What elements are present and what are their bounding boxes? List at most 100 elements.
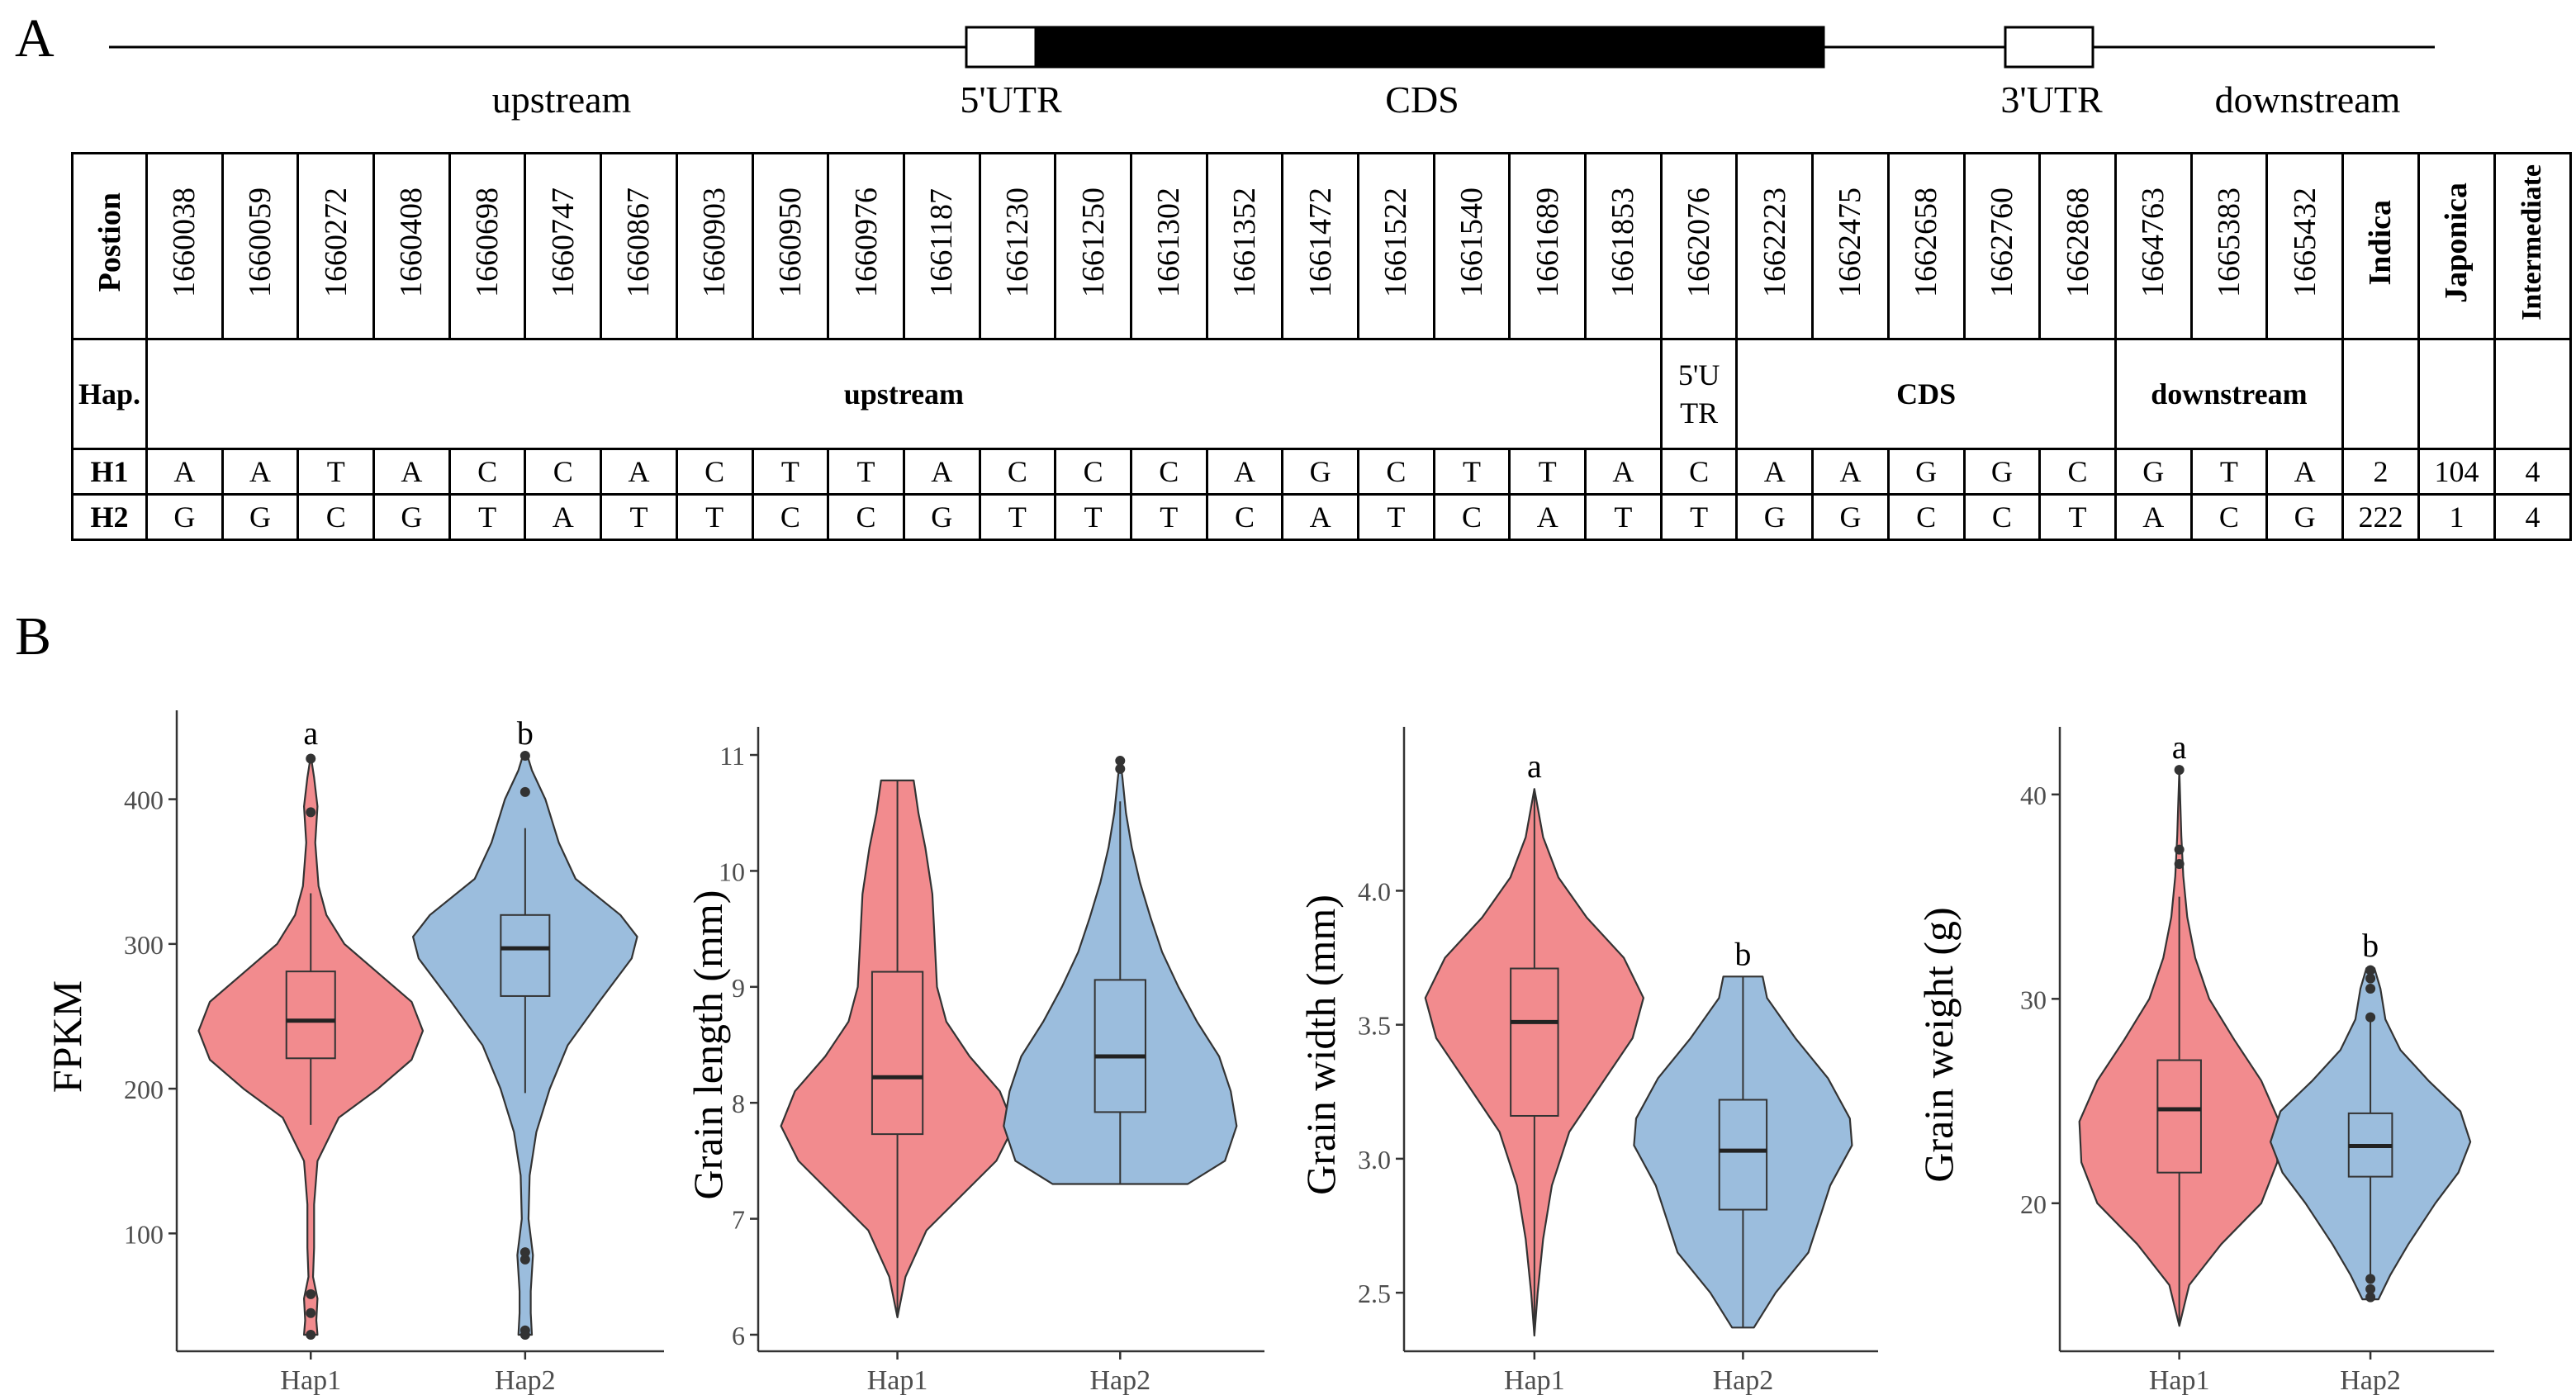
allele-cell: A	[221, 448, 300, 496]
position-cell: 1660408	[372, 152, 451, 340]
x-tick-label: Hap2	[495, 1365, 556, 1396]
allele-cell: A	[1584, 448, 1663, 496]
allele-cell: G	[1735, 493, 1815, 541]
allele-cell: C	[827, 493, 905, 541]
outlier-point	[519, 1325, 530, 1336]
position-cell: 1662760	[1962, 152, 2042, 340]
significance-letter: a	[303, 714, 318, 752]
allele-cell: T	[978, 493, 1057, 541]
haplotype-name: H2	[71, 493, 148, 541]
allele-cell: C	[1659, 448, 1739, 496]
allele-cell: G	[1962, 448, 2042, 496]
allele-cell: G	[1886, 448, 1966, 496]
outlier-point	[2365, 1292, 2376, 1303]
region-5utr-text: 5'U TR	[1677, 358, 1720, 429]
position-cell: 1661689	[1508, 152, 1587, 340]
allele-cell: T	[1129, 493, 1208, 541]
y-tick-label: 30	[2020, 985, 2047, 1014]
y-tick-label: 9	[732, 973, 745, 1003]
box-hap2	[500, 914, 551, 997]
upstream-label: upstream	[491, 78, 632, 121]
significance-letter: b	[2362, 927, 2379, 964]
haplotype-name: H1	[71, 448, 148, 496]
significance-letter: a	[2172, 728, 2187, 766]
allele-cell: G	[902, 493, 981, 541]
box-hap1	[285, 971, 336, 1060]
position-cell: 1664763	[2113, 152, 2193, 340]
outlier-point	[306, 807, 316, 818]
position-header: Postion	[71, 152, 148, 340]
x-tick-label: Hap2	[1713, 1365, 1774, 1396]
allele-cell: C	[1129, 448, 1208, 496]
position-cell: 1661302	[1129, 152, 1208, 340]
allele-cell: C	[524, 448, 603, 496]
position-cell: 1662223	[1735, 152, 1815, 340]
allele-cell: A	[372, 448, 451, 496]
outlier-point	[519, 1254, 530, 1265]
significance-letter: b	[517, 714, 534, 752]
position-cell: 1660698	[448, 152, 527, 340]
outlier-point	[2174, 859, 2185, 869]
x-tick-label: Hap1	[2149, 1365, 2210, 1396]
outlier-point	[306, 1288, 316, 1299]
position-cell: 1661187	[902, 152, 981, 340]
allele-cell: T	[297, 448, 376, 496]
y-tick-label: 300	[124, 930, 164, 960]
group-header: Indica	[2341, 152, 2420, 340]
violin-panel-4: 20 30 40 Grain weight (g) Hap1 a Hap2 b	[1915, 727, 2494, 1396]
y-axis-title: Grain length (mm)	[685, 890, 731, 1200]
allele-cell: T	[1659, 493, 1739, 541]
allele-cell: T	[675, 493, 754, 541]
group-header: Japonica	[2417, 152, 2496, 340]
outlier-point	[2365, 1012, 2376, 1023]
outlier-point	[306, 1329, 316, 1340]
outlier-point	[2365, 973, 2376, 984]
allele-cell: T	[2189, 448, 2269, 496]
allele-cell: C	[2038, 448, 2117, 496]
allele-cell: T	[1054, 493, 1132, 541]
position-cell: 1661230	[978, 152, 1057, 340]
allele-cell: G	[1811, 493, 1890, 541]
region-upstream: upstream	[145, 338, 1663, 450]
count-cell: 1	[2417, 493, 2496, 541]
y-tick-label: 11	[719, 741, 745, 771]
y-tick-label: 40	[2020, 781, 2047, 810]
count-cell: 4	[2493, 493, 2572, 541]
region-cds: CDS	[1735, 338, 2117, 450]
position-cell: 1660038	[145, 152, 224, 340]
allele-cell: C	[448, 448, 527, 496]
y-tick-label: 3.5	[1358, 1011, 1391, 1041]
y-tick-label: 400	[124, 785, 164, 815]
allele-cell: T	[1357, 493, 1435, 541]
region-5utr: 5'U TR	[1659, 338, 1739, 450]
allele-cell: T	[1508, 448, 1587, 496]
outlier-point	[1115, 763, 1126, 774]
y-tick-label: 20	[2020, 1189, 2047, 1219]
outlier-point	[2174, 844, 2185, 855]
allele-cell: C	[675, 448, 754, 496]
allele-cell: G	[2113, 448, 2193, 496]
allele-cell: T	[827, 448, 905, 496]
violin-panel-1: 100 200 300 400 FPKM Hap1 a Hap2 b	[44, 710, 664, 1396]
count-cell: 104	[2417, 448, 2496, 496]
allele-cell: A	[2113, 493, 2193, 541]
allele-cell: T	[2038, 493, 2117, 541]
y-tick-label: 10	[719, 857, 745, 886]
box-hap1	[2156, 1059, 2202, 1174]
region-empty	[2493, 338, 2572, 450]
position-cell: 1660272	[297, 152, 376, 340]
region-empty	[2417, 338, 2496, 450]
y-tick-label: 200	[124, 1075, 164, 1104]
position-cell: 1662076	[1659, 152, 1739, 340]
panel-b-label: B	[15, 606, 52, 667]
position-cell: 1660950	[751, 152, 830, 340]
cds-label: CDS	[1385, 78, 1459, 121]
allele-cell: A	[1508, 493, 1587, 541]
haplotype-table: Postion 1660038 1660059 1660272 1660408 16606…	[71, 152, 2572, 541]
box-hap2	[1718, 1099, 1768, 1211]
position-cell: 1660747	[524, 152, 603, 340]
allele-cell: G	[1281, 448, 1359, 496]
violin-panel-2: 6 7 8 9 10 11 Grain length (mm) Hap1 Hap2	[685, 727, 1264, 1396]
x-tick-label: Hap2	[2340, 1365, 2401, 1396]
